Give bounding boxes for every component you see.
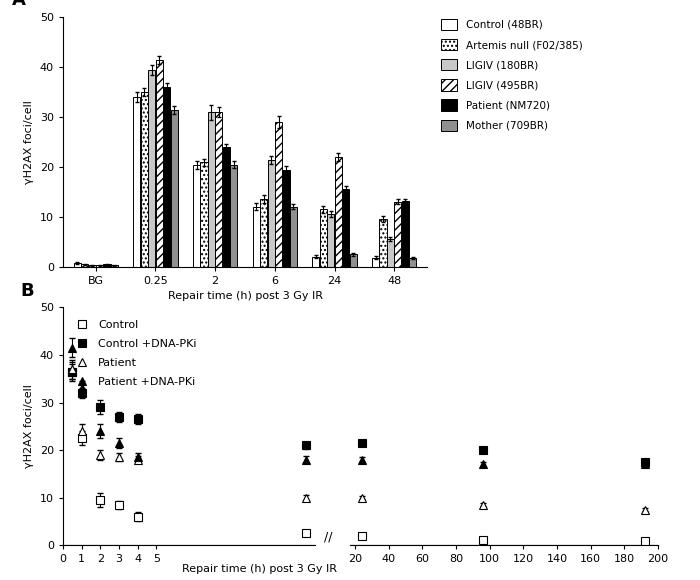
Legend: Control, Control +DNA-PKi, Patient, Patient +DNA-PKi: Control, Control +DNA-PKi, Patient, Pati… [74,318,199,389]
Bar [148,70,155,267]
Bar [216,112,223,267]
Bar [290,207,297,267]
Bar [96,265,103,267]
Bar [312,257,319,267]
Bar [193,165,200,267]
Bar [171,110,178,267]
Bar [104,264,111,267]
Bar [133,97,141,267]
Bar [379,219,386,267]
X-axis label: Repair time (h) post 3 Gy IR: Repair time (h) post 3 Gy IR [167,291,323,302]
Bar [223,147,230,267]
Bar [230,165,237,267]
Bar [402,201,409,267]
Bar [253,207,260,267]
Bar [394,202,402,267]
Bar [141,92,148,267]
Bar [260,200,267,267]
Bar [349,254,357,267]
Y-axis label: γH2AX foci/cell: γH2AX foci/cell [25,385,34,468]
Bar [111,265,118,267]
Text: Repair time (h) post 3 Gy IR: Repair time (h) post 3 Gy IR [181,564,337,574]
Y-axis label: γH2AX foci/cell: γH2AX foci/cell [25,100,34,184]
Bar [74,263,80,267]
Bar [387,240,394,267]
Bar [163,87,170,267]
Bar [81,264,88,267]
Bar [88,265,96,267]
Bar [275,122,282,267]
Text: //: // [324,531,332,543]
Bar [372,258,379,267]
Bar [208,112,215,267]
Bar [335,157,342,267]
Bar [200,162,207,267]
Bar [283,169,290,267]
Bar [320,209,327,267]
Bar [342,190,349,267]
Legend: Control (48BR), Artemis null (F02/385), LIGIV (180BR), LIGIV (495BR), Patient (N: Control (48BR), Artemis null (F02/385), … [440,17,583,132]
Text: A: A [12,0,26,9]
Text: B: B [20,281,34,299]
Bar [155,60,163,267]
Bar [267,160,274,267]
Bar [410,258,416,267]
Bar [327,215,335,267]
